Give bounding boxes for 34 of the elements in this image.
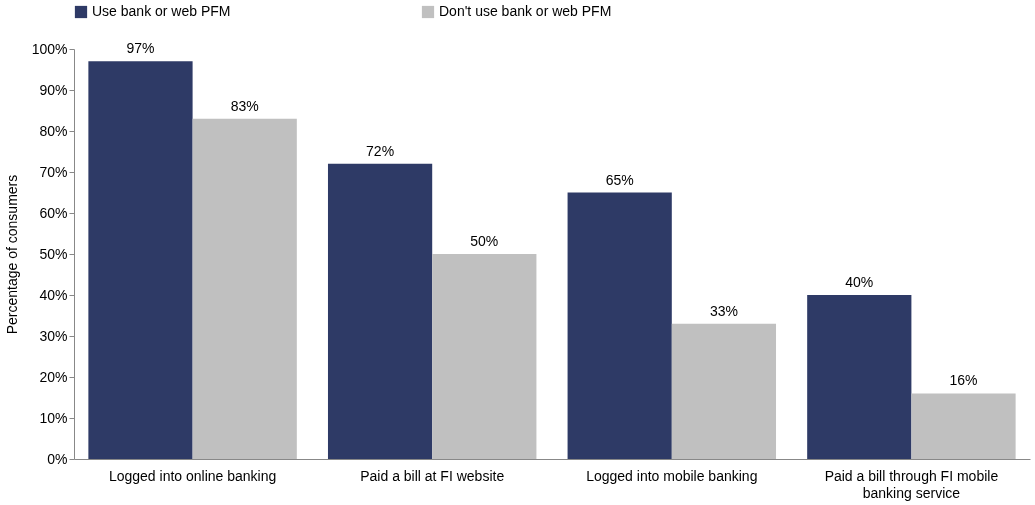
bar <box>88 61 193 459</box>
y-tick-label: 90% <box>39 81 68 98</box>
bar <box>192 118 297 459</box>
legend-label: Use bank or web PFM <box>92 3 231 19</box>
y-tick-label: 60% <box>39 204 68 221</box>
y-tick-label: 70% <box>39 163 68 180</box>
x-tick-label: Logged into mobile banking <box>586 467 758 484</box>
data-label: 65% <box>605 171 634 188</box>
x-tick-label: Paid a bill at FI website <box>360 467 505 484</box>
x-tick-label: Paid a bill through FI mobile banking service <box>824 467 999 501</box>
data-label: 40% <box>845 274 874 290</box>
bar <box>327 163 433 459</box>
data-label: 50% <box>470 233 499 249</box>
y-axis-title: Percentage of consumers <box>3 174 20 335</box>
bar <box>911 393 1016 459</box>
data-label: 97% <box>126 40 155 57</box>
x-tick-label: Logged into online banking <box>108 467 277 484</box>
bar <box>807 295 912 459</box>
y-tick-label: 100% <box>31 40 68 57</box>
y-tick-label: 80% <box>39 122 68 139</box>
y-tick-label: 40% <box>39 286 68 303</box>
y-tick-label: 20% <box>39 368 68 385</box>
bar <box>671 323 777 459</box>
data-label: 16% <box>949 372 978 389</box>
y-tick-label: 50% <box>39 245 68 262</box>
legend-label: Don't use bank or web PFM <box>439 3 612 19</box>
data-label: 83% <box>230 97 259 114</box>
bar <box>567 192 672 459</box>
y-tick-label: 10% <box>39 409 68 426</box>
bar <box>432 254 537 459</box>
y-tick-label: 0% <box>47 450 68 467</box>
data-label: 72% <box>366 142 395 159</box>
y-tick-label: 30% <box>39 327 68 344</box>
data-label: 33% <box>709 302 738 319</box>
